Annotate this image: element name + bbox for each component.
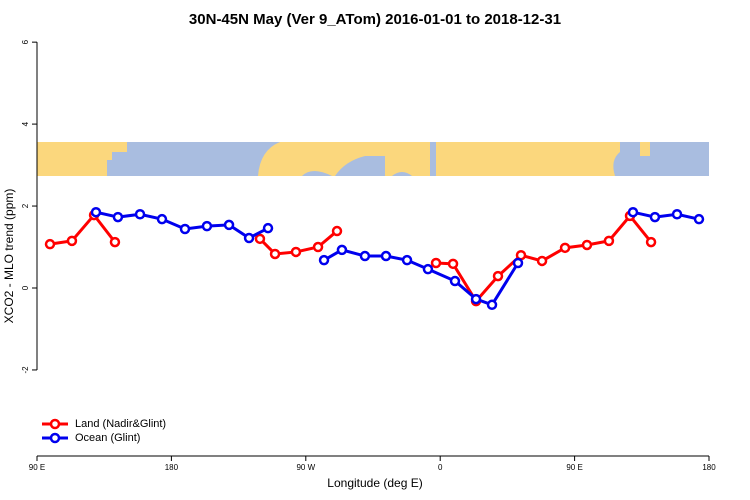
legend-label: Land (Nadir&Glint) bbox=[75, 418, 166, 430]
point bbox=[492, 270, 504, 282]
point bbox=[693, 213, 705, 225]
point bbox=[470, 293, 482, 305]
point bbox=[581, 239, 593, 251]
x-tick-label: 180 bbox=[165, 463, 179, 472]
legend-swatch bbox=[49, 418, 61, 430]
point bbox=[156, 213, 168, 225]
point bbox=[671, 208, 683, 220]
point bbox=[331, 225, 343, 237]
x-tick-label: 0 bbox=[438, 463, 443, 472]
point bbox=[179, 223, 191, 235]
point bbox=[336, 244, 348, 256]
series-line bbox=[49, 212, 653, 304]
point bbox=[109, 236, 121, 248]
point bbox=[262, 222, 274, 234]
point bbox=[447, 258, 459, 270]
point bbox=[422, 263, 434, 275]
point bbox=[243, 232, 255, 244]
point bbox=[318, 254, 330, 266]
point bbox=[254, 233, 266, 245]
point bbox=[649, 211, 661, 223]
y-tick-label: -2 bbox=[21, 366, 30, 374]
y-tick-label: 4 bbox=[21, 121, 30, 126]
legend-swatch bbox=[49, 432, 61, 444]
x-tick-label: 90 E bbox=[29, 463, 45, 472]
point bbox=[269, 248, 281, 260]
point bbox=[112, 211, 124, 223]
x-tick-label: 180 bbox=[702, 463, 716, 472]
y-tick-label: 6 bbox=[21, 39, 30, 44]
point bbox=[44, 238, 56, 250]
y-tick-label: 0 bbox=[21, 285, 30, 290]
point bbox=[201, 220, 213, 232]
point bbox=[449, 275, 461, 287]
point bbox=[486, 299, 498, 311]
point bbox=[90, 206, 102, 218]
point bbox=[627, 206, 639, 218]
point bbox=[645, 236, 657, 248]
point bbox=[312, 241, 324, 253]
point bbox=[290, 246, 302, 258]
y-tick-label: 2 bbox=[21, 203, 30, 208]
point bbox=[430, 257, 442, 269]
point bbox=[223, 219, 235, 231]
x-tick-label: 90 W bbox=[296, 463, 315, 472]
point bbox=[66, 235, 78, 247]
point bbox=[536, 255, 548, 267]
x-axis-label: Longitude (deg E) bbox=[327, 476, 422, 490]
point bbox=[512, 257, 524, 269]
point bbox=[359, 250, 371, 262]
legend-label: Ocean (Glint) bbox=[75, 432, 140, 444]
x-tick-label: 90 E bbox=[566, 463, 582, 472]
point bbox=[559, 242, 571, 254]
point bbox=[603, 235, 615, 247]
point bbox=[380, 250, 392, 262]
y-axis-label: XCO2 - MLO trend (ppm) bbox=[2, 189, 16, 324]
point bbox=[134, 208, 146, 220]
chart-title: 30N-45N May (Ver 9_ATom) 2016-01-01 to 2… bbox=[189, 11, 561, 28]
point bbox=[401, 254, 413, 266]
map-band bbox=[37, 142, 709, 176]
